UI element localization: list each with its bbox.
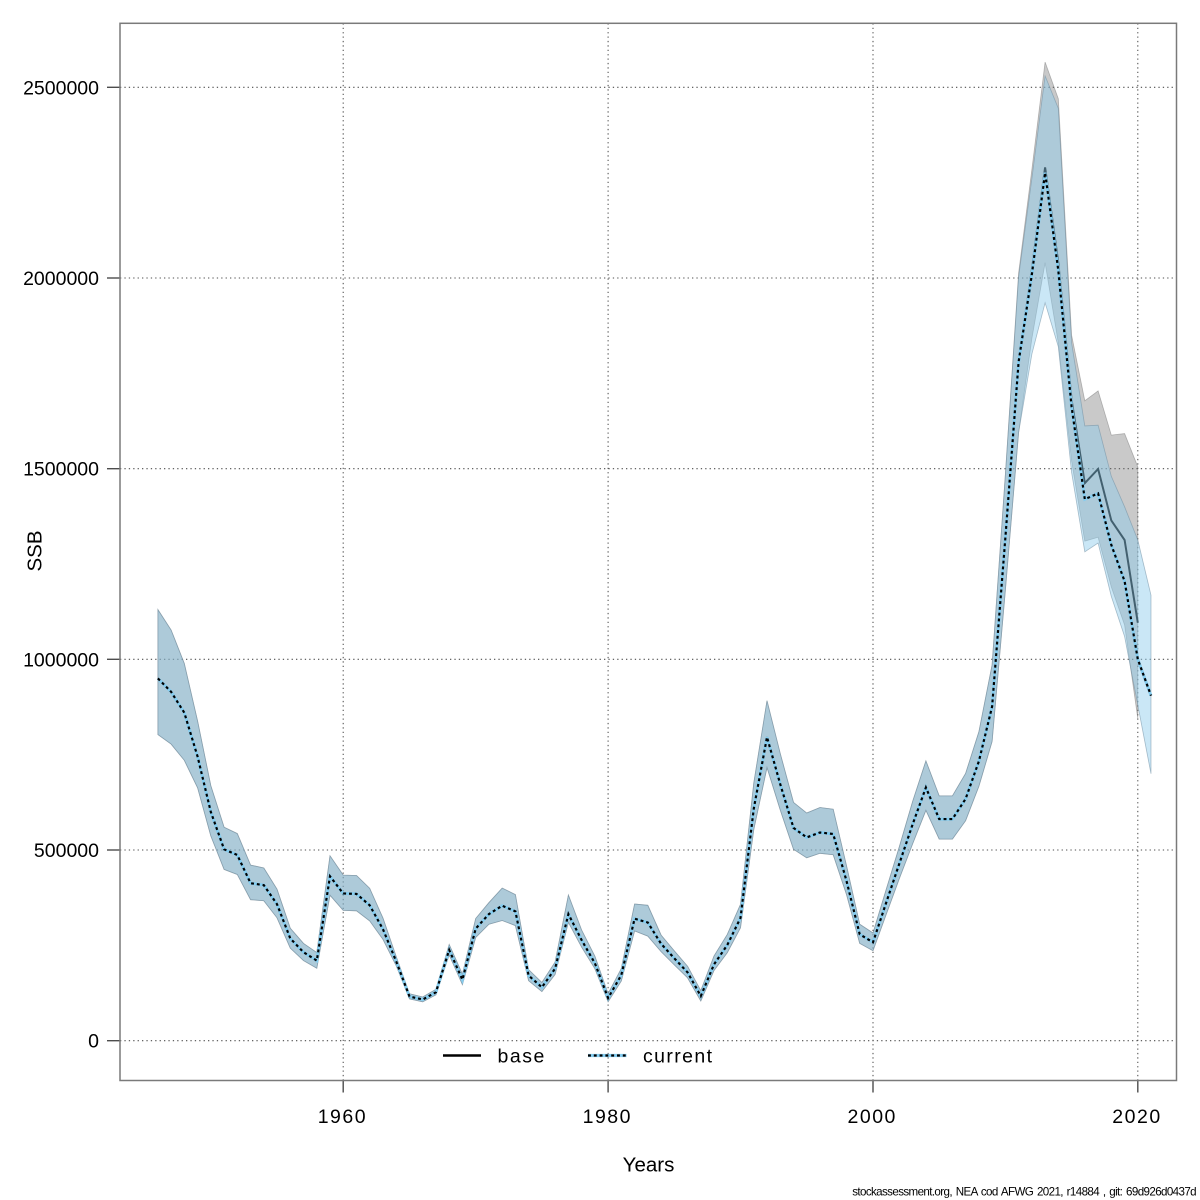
svg-text:2000: 2000 [848,1106,897,1128]
svg-text:2000000: 2000000 [23,268,99,290]
svg-text:1500000: 1500000 [23,459,99,481]
svg-text:0: 0 [88,1031,99,1053]
svg-text:500000: 500000 [34,840,99,862]
svg-text:base: base [498,1046,546,1068]
svg-text:stockassessment.org, NEA cod A: stockassessment.org, NEA cod AFWG 2021, … [852,1186,1196,1199]
svg-text:current: current [643,1046,714,1068]
svg-text:Years: Years [623,1154,675,1177]
svg-text:SSB: SSB [24,530,47,571]
svg-text:2020: 2020 [1112,1106,1161,1128]
svg-text:1000000: 1000000 [23,649,99,671]
svg-text:2500000: 2500000 [23,77,99,99]
svg-text:1960: 1960 [318,1106,367,1128]
svg-text:1980: 1980 [583,1106,632,1128]
